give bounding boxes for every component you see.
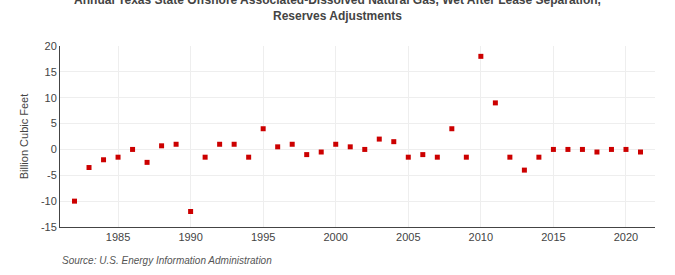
- svg-text:10: 10: [45, 92, 57, 104]
- svg-text:2020: 2020: [614, 231, 638, 243]
- svg-text:Source: U.S. Energy Informatio: Source: U.S. Energy Information Administ…: [62, 255, 272, 266]
- svg-text:Billion Cubic Feet: Billion Cubic Feet: [18, 94, 30, 180]
- svg-text:1990: 1990: [178, 231, 202, 243]
- svg-text:5: 5: [51, 117, 57, 129]
- svg-text:2010: 2010: [469, 231, 493, 243]
- svg-text:Annual Texas State Offshore As: Annual Texas State Offshore Associated-D…: [74, 0, 601, 23]
- svg-text:-10: -10: [41, 195, 57, 207]
- svg-text:2005: 2005: [396, 231, 420, 243]
- svg-text:2000: 2000: [323, 231, 347, 243]
- svg-text:2015: 2015: [541, 231, 565, 243]
- svg-text:1985: 1985: [106, 231, 130, 243]
- svg-text:20: 20: [45, 40, 57, 52]
- svg-text:-5: -5: [47, 169, 57, 181]
- svg-text:0: 0: [51, 143, 57, 155]
- svg-text:15: 15: [45, 66, 57, 78]
- svg-text:-15: -15: [41, 221, 57, 233]
- svg-text:1995: 1995: [251, 231, 275, 243]
